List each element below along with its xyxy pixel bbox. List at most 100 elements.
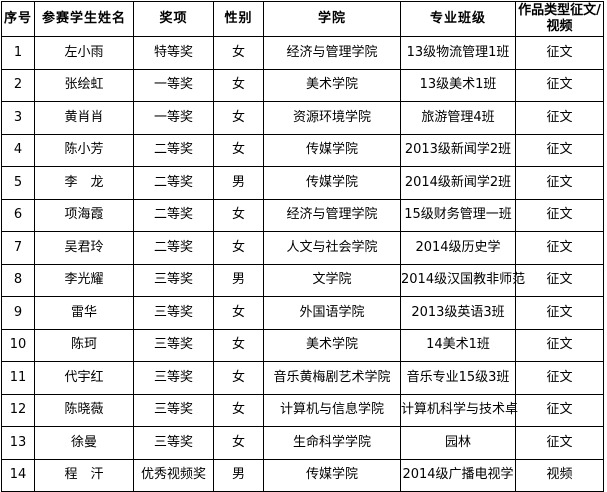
table-row: 13 徐曼 三等奖女生命科学学院 园林 征文 <box>1 426 604 460</box>
cell-gender: 女 <box>213 101 264 135</box>
cell-college: 计算机与信息学院 <box>263 393 401 427</box>
cell-college: 外国语学院 <box>263 296 401 330</box>
table-row: 4 陈小芳 二等奖女传媒学院 2013级新闻学2班 征文 <box>1 133 604 167</box>
cell-college: 传媒学院 <box>263 166 401 200</box>
col-header-class: 专业班级 <box>400 1 516 37</box>
col-header-gender: 性别 <box>213 1 264 37</box>
cell-name: 李 龙 <box>34 166 134 200</box>
cell-college: 资源环境学院 <box>263 101 401 135</box>
table-row: 2 张绘虹 一等奖女美术学院 13级美术1班 征文 <box>1 68 604 102</box>
cell-gender: 女 <box>213 361 264 395</box>
table-row: 10 陈珂 三等奖女美术学院 14美术1班 征文 <box>1 328 604 362</box>
cell-name: 陈小芳 <box>34 133 134 167</box>
col-header-name: 参赛学生姓名 <box>34 1 134 37</box>
cell-gender: 女 <box>213 328 264 362</box>
cell-name: 陈晓薇 <box>34 393 134 427</box>
cell-gender: 男 <box>213 458 264 492</box>
cell-class: 13级物流管理1班 <box>400 36 516 70</box>
cell-number: 10 <box>1 328 35 362</box>
cell-award: 三等奖 <box>133 361 214 395</box>
cell-number: 12 <box>1 393 35 427</box>
cell-gender: 男 <box>213 263 264 297</box>
cell-class: 园林 <box>400 426 516 460</box>
cell-work-type: 视频 <box>515 458 604 492</box>
cell-work-type: 征文 <box>515 426 604 460</box>
cell-number: 11 <box>1 361 35 395</box>
cell-college: 美术学院 <box>263 328 401 362</box>
cell-gender: 女 <box>213 296 264 330</box>
cell-college: 美术学院 <box>263 68 401 102</box>
cell-award: 三等奖 <box>133 426 214 460</box>
cell-number: 6 <box>1 198 35 232</box>
cell-work-type: 征文 <box>515 133 604 167</box>
cell-name: 程 汗 <box>34 458 134 492</box>
cell-award: 二等奖 <box>133 133 214 167</box>
cell-number: 8 <box>1 263 35 297</box>
cell-number: 9 <box>1 296 35 330</box>
cell-name: 徐曼 <box>34 426 134 460</box>
cell-work-type: 征文 <box>515 101 604 135</box>
cell-class: 计算机科学与技术卓 <box>400 393 518 427</box>
cell-class: 2013级新闻学2班 <box>400 133 516 167</box>
cell-number: 3 <box>1 101 35 135</box>
cell-award: 二等奖 <box>133 166 214 200</box>
cell-award: 三等奖 <box>133 393 214 427</box>
cell-class: 旅游管理4班 <box>400 101 516 135</box>
col-header-award: 奖项 <box>133 1 214 37</box>
table-row: 9 雷华 三等奖女外国语学院 2013级英语3班 征文 <box>1 296 604 330</box>
cell-class: 13级美术1班 <box>400 68 516 102</box>
cell-number: 2 <box>1 68 35 102</box>
table-row: 8 李光耀 三等奖男文学院 2014级汉国教非师范 征文 <box>1 263 604 297</box>
header-row: 序号 参赛学生姓名 奖项 性别 学院 专业班级 作品类型征文/视频 <box>1 1 604 37</box>
table-row: 11 代宇红 三等奖女音乐黄梅剧艺术学院 音乐专业15级3班 征文 <box>1 361 604 395</box>
table-row: 7 吴君玲 二等奖女人文与社会学院 2014级历史学 征文 <box>1 231 604 265</box>
cell-class: 14美术1班 <box>400 328 516 362</box>
cell-name: 吴君玲 <box>34 231 134 265</box>
cell-name: 雷华 <box>34 296 134 330</box>
table-row: 1 左小雨 特等奖女经济与管理学院 13级物流管理1班 征文 <box>1 36 604 70</box>
cell-work-type: 征文 <box>515 68 604 102</box>
cell-class: 2014级汉国教非师范 <box>400 263 525 297</box>
cell-class: 2014级新闻学2班 <box>400 166 516 200</box>
cell-award: 优秀视频奖 <box>133 458 214 492</box>
table-row: 14 程 汗优秀视频奖男传媒学院 2014级广播电视学 视频 <box>1 458 604 492</box>
cell-class: 2014级历史学 <box>400 231 516 265</box>
cell-award: 二等奖 <box>133 231 214 265</box>
cell-award: 三等奖 <box>133 263 214 297</box>
cell-work-type: 征文 <box>515 36 604 70</box>
cell-number: 13 <box>1 426 35 460</box>
cell-name: 代宇红 <box>34 361 134 395</box>
cell-college: 人文与社会学院 <box>263 231 401 265</box>
cell-award: 二等奖 <box>133 198 214 232</box>
cell-name: 项海霞 <box>34 198 134 232</box>
col-header-work-type: 作品类型征文/视频 <box>515 1 604 37</box>
cell-award: 一等奖 <box>133 101 214 135</box>
cell-gender: 女 <box>213 133 264 167</box>
cell-number: 1 <box>1 36 35 70</box>
table-row: 3 黄肖肖 一等奖女资源环境学院 旅游管理4班 征文 <box>1 101 604 135</box>
cell-college: 经济与管理学院 <box>263 198 401 232</box>
cell-number: 5 <box>1 166 35 200</box>
col-header-number: 序号 <box>1 1 35 37</box>
cell-name: 黄肖肖 <box>34 101 134 135</box>
table-row: 12 陈晓薇 三等奖女计算机与信息学院 计算机科学与技术卓 征文 <box>1 393 604 427</box>
cell-award: 一等奖 <box>133 68 214 102</box>
cell-award: 三等奖 <box>133 328 214 362</box>
cell-number: 7 <box>1 231 35 265</box>
cell-work-type: 征文 <box>515 198 604 232</box>
cell-name: 李光耀 <box>34 263 134 297</box>
cell-award: 三等奖 <box>133 296 214 330</box>
cell-college: 经济与管理学院 <box>263 36 401 70</box>
cell-name: 左小雨 <box>34 36 134 70</box>
cell-name: 陈珂 <box>34 328 134 362</box>
cell-college: 传媒学院 <box>263 458 401 492</box>
cell-gender: 女 <box>213 393 264 427</box>
cell-class: 音乐专业15级3班 <box>400 361 516 395</box>
cell-number: 4 <box>1 133 35 167</box>
table-row: 6 项海霞 二等奖女经济与管理学院 15级财务管理一班 征文 <box>1 198 604 232</box>
cell-class: 2013级英语3班 <box>400 296 516 330</box>
cell-class: 15级财务管理一班 <box>400 198 516 232</box>
col-header-college: 学院 <box>263 1 401 37</box>
cell-work-type: 征文 <box>515 231 604 265</box>
